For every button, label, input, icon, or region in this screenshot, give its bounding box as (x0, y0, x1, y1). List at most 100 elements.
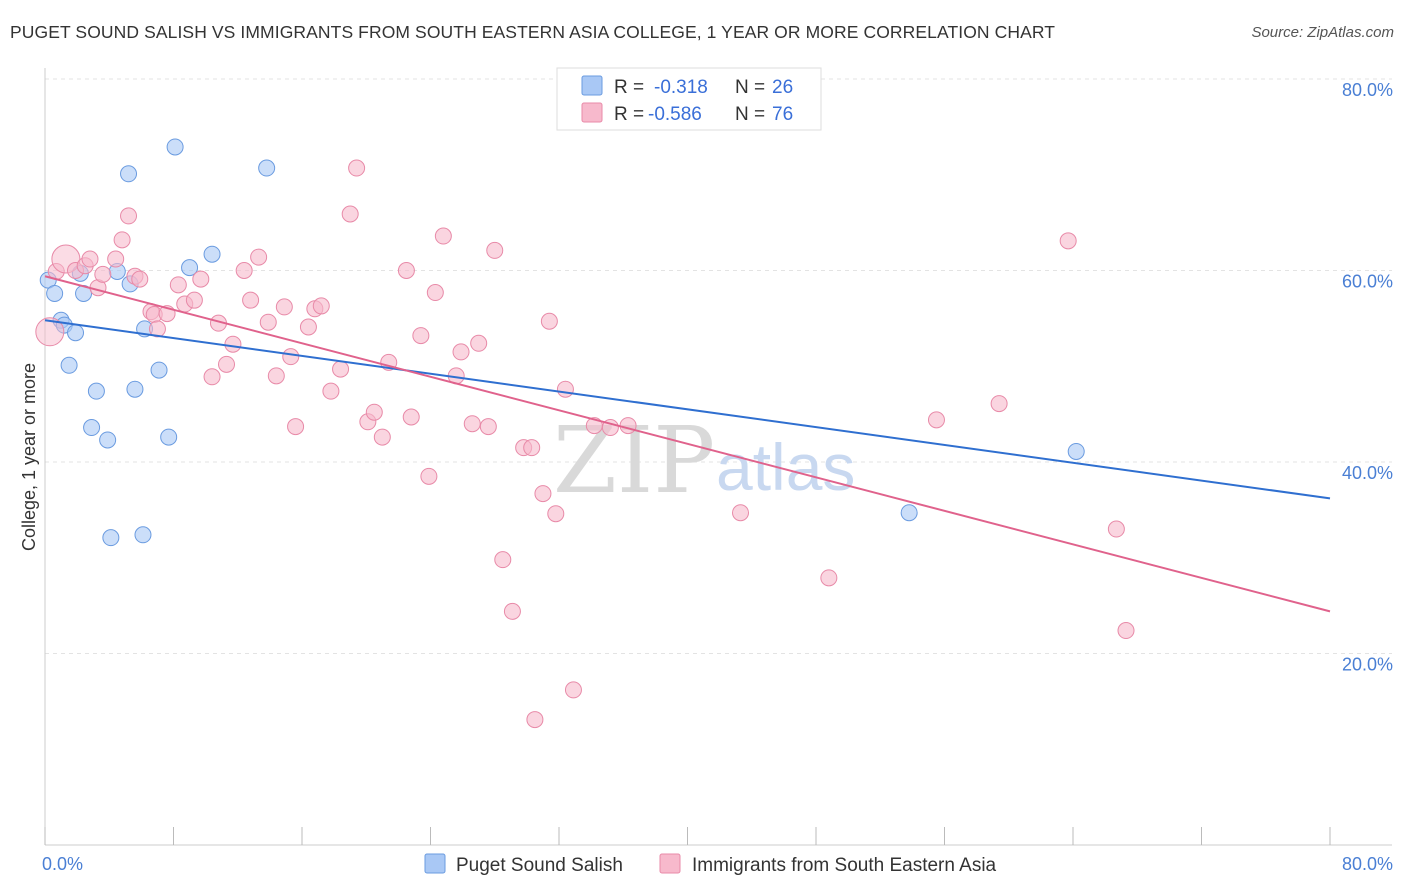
immigrant-point-46 (412, 327, 430, 345)
puget-point-21 (181, 259, 199, 277)
legend-r-value-immigrants: -0.586 (648, 104, 702, 125)
immigrant-point-68 (619, 417, 637, 435)
legend-n-label-puget: N = (735, 77, 765, 98)
immigrant-point-57 (503, 602, 521, 620)
immigrant-point-28 (259, 313, 277, 331)
puget-point-10 (99, 431, 117, 449)
immigrant-point-72 (990, 395, 1008, 413)
immigrant-point-39 (348, 159, 366, 177)
immigrant-point-10 (120, 207, 138, 225)
puget-point-25 (1067, 442, 1085, 460)
immigrant-point-12 (131, 270, 149, 288)
immigrant-point-45 (402, 408, 420, 426)
y-axis-label: College, 1 year or more (19, 363, 39, 551)
grid-lines (45, 78, 1392, 654)
immigrant-point-70 (820, 569, 838, 587)
immigrant-point-61 (534, 485, 552, 503)
y-tick-label-3: 80.0% (1342, 80, 1393, 100)
chart-title: PUGET SOUND SALISH VS IMMIGRANTS FROM SO… (10, 22, 1056, 42)
x-tick-label-1: 80.0% (1342, 854, 1393, 874)
immigrant-point-65 (564, 681, 582, 699)
bottom-legend-label-immigrants: Immigrants from South Eastern Asia (692, 855, 997, 876)
legend-swatch-immigrants (581, 102, 603, 123)
puget-point-15 (126, 380, 144, 398)
legend-swatch-puget (581, 75, 603, 96)
immigrant-point-60 (526, 711, 544, 729)
immigrant-point-30 (275, 298, 293, 316)
legend-n-label-immigrants: N = (735, 104, 765, 125)
trend-lines (44, 275, 1331, 613)
immigrant-point-62 (540, 312, 558, 330)
legend: R = -0.318 N = 26 R = -0.586 N = 76 (556, 67, 822, 131)
puget-point-19 (160, 428, 178, 446)
immigrant-point-53 (470, 334, 488, 352)
immigrant-point-23 (218, 355, 236, 373)
legend-n-value-immigrants: 76 (772, 104, 793, 125)
immigrant-point-36 (322, 382, 340, 400)
immigrant-trend-line (44, 275, 1331, 613)
legend-n-value-puget: 26 (772, 77, 793, 98)
puget-point-20 (166, 138, 184, 156)
immigrant-point-24 (224, 335, 242, 353)
puget-point-22 (203, 245, 221, 263)
puget-point-8 (83, 419, 101, 437)
immigrant-point-33 (299, 318, 317, 336)
immigrant-point-41 (365, 403, 383, 421)
immigrant-point-9 (113, 231, 131, 249)
immigrant-point-44 (397, 262, 415, 279)
puget-point-4 (60, 356, 78, 374)
immigrant-point-32 (287, 418, 305, 436)
bottom-legend-swatch-puget (424, 853, 446, 874)
immigrant-point-0 (35, 317, 65, 347)
puget-point-18 (150, 361, 168, 379)
axes (44, 68, 1392, 846)
immigrant-point-19 (185, 291, 203, 309)
immigrant-point-51 (452, 343, 470, 361)
puget-point-13 (120, 165, 138, 183)
immigrant-point-7 (94, 265, 112, 283)
immigrant-point-38 (341, 205, 359, 223)
immigrant-point-27 (250, 248, 268, 266)
immigrant-point-71 (927, 411, 945, 429)
immigrant-point-74 (1107, 520, 1125, 538)
bottom-legend-swatch-immigrants (659, 853, 681, 874)
immigrant-point-42 (373, 428, 391, 446)
puget-point-24 (900, 504, 918, 522)
watermark-atlas: atlas (716, 430, 855, 504)
tick-labels: 20.0% 40.0% 60.0% 80.0% 0.0% 80.0% (42, 80, 1393, 874)
immigrant-point-55 (486, 241, 504, 259)
immigrant-point-54 (479, 418, 497, 436)
immigrant-point-37 (332, 360, 350, 378)
immigrant-point-69 (732, 504, 750, 522)
legend-r-label-immigrants: R = (614, 104, 644, 125)
puget-point-1 (46, 284, 64, 302)
puget-point-23 (258, 159, 276, 177)
immigrant-point-59 (523, 439, 541, 457)
immigrant-point-35 (312, 297, 330, 315)
puget-point-5 (67, 324, 85, 342)
immigrant-point-5 (81, 250, 99, 268)
immigrant-point-8 (107, 250, 125, 268)
puget-point-9 (87, 382, 105, 400)
source-label: Source: ZipAtlas.com (1251, 24, 1394, 41)
immigrant-point-47 (420, 467, 438, 485)
puget-point-11 (102, 529, 120, 547)
y-tick-label-0: 20.0% (1342, 655, 1393, 675)
y-tick-label-1: 40.0% (1342, 463, 1393, 483)
immigrant-point-26 (242, 291, 260, 309)
puget-point-16 (134, 526, 152, 544)
immigrant-point-20 (192, 270, 210, 288)
immigrant-point-29 (267, 367, 285, 385)
immigrant-point-25 (235, 262, 253, 279)
legend-r-value-puget: -0.318 (654, 77, 708, 98)
immigrant-point-64 (556, 380, 574, 398)
immigrant-point-52 (463, 415, 481, 433)
immigrant-point-49 (434, 227, 452, 245)
immigrant-point-17 (169, 276, 187, 294)
x-tick-label-0: 0.0% (42, 854, 83, 874)
immigrant-point-56 (494, 551, 512, 569)
immigrant-point-48 (426, 284, 444, 302)
immigrant-point-75 (1117, 622, 1135, 640)
bottom-legend-label-puget: Puget Sound Salish (456, 855, 623, 876)
